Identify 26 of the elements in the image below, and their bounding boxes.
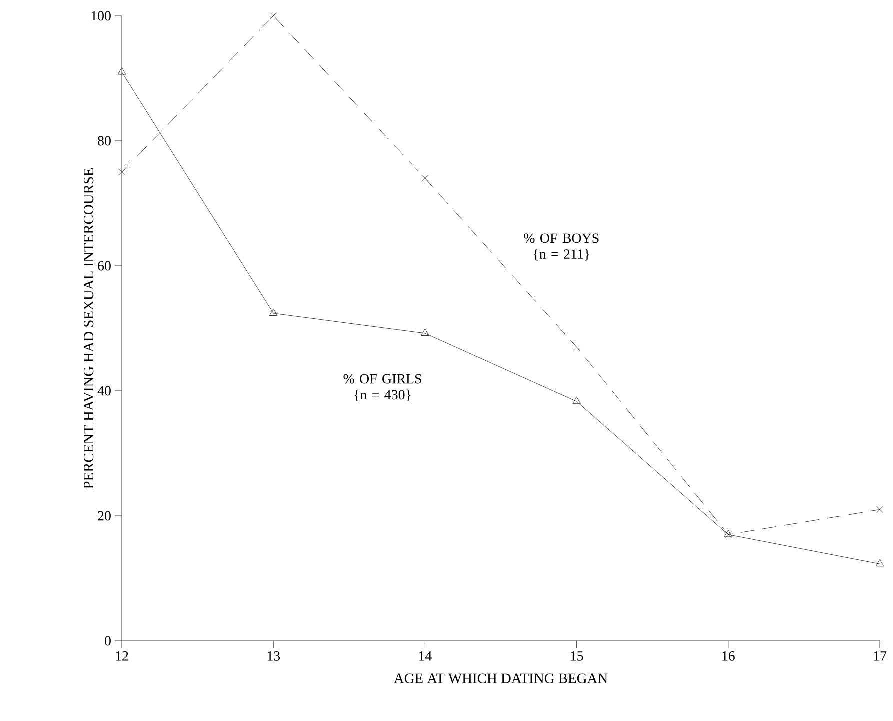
point [118, 168, 126, 176]
point [422, 175, 429, 182]
y-tick-label: 100 [92, 11, 111, 21]
y-tick-label: 40 [98, 386, 111, 396]
y-tick-label: 20 [98, 511, 111, 521]
point [573, 344, 580, 351]
point [572, 396, 581, 404]
y-tick-label: 80 [98, 136, 111, 146]
point [270, 308, 278, 316]
point [421, 328, 430, 336]
point [270, 12, 277, 20]
x-tick-label: 15 [571, 652, 584, 661]
x-tick-label: 14 [419, 652, 432, 661]
x-tick-label: 12 [116, 652, 128, 661]
series-label: % OF BOYS {n = 211} [524, 234, 599, 261]
y-tick-label: 0 [105, 636, 111, 646]
point [876, 506, 884, 514]
point [118, 68, 126, 75]
x-tick-label: 13 [268, 652, 280, 661]
x-axis-title: AGE AT WHICH DATING BEGAN [394, 674, 608, 684]
x-tick-label: 16 [722, 652, 735, 661]
text: % OF GIRLS {n = 430} [344, 374, 422, 402]
point [876, 559, 884, 567]
x-tick-label: 17 [874, 652, 887, 661]
y-axis-title: PERCENT HAVING HAD SEXUAL INTERCOURSE [84, 168, 94, 489]
y-tick-label: 60 [98, 261, 111, 271]
